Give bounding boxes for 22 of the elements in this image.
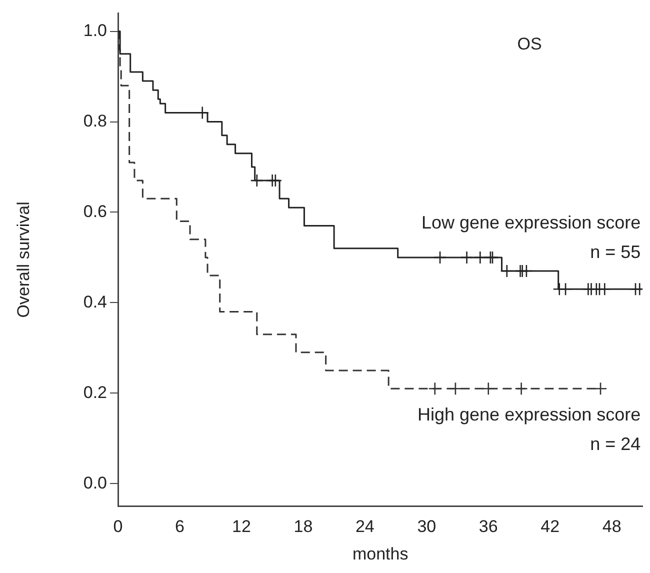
x-tick-label: 0 — [113, 517, 123, 536]
x-tick-label: 18 — [294, 517, 313, 536]
y-tick-label: 0.6 — [83, 202, 107, 221]
x-tick-label: 42 — [540, 517, 560, 536]
y-tick-label: 0.0 — [83, 473, 107, 492]
text: OS — [517, 34, 542, 54]
x-tick-label: 6 — [174, 517, 184, 536]
x-tick-label: 24 — [355, 517, 374, 536]
x-axis-title: months — [352, 544, 408, 564]
series-label: High gene expression score — [418, 404, 641, 425]
series-label: Low gene expression score — [422, 212, 641, 232]
y-tick-label: 1.0 — [83, 20, 107, 40]
y-axis-title: Overall survival — [14, 202, 33, 318]
x-tick-label: 36 — [478, 517, 498, 536]
y-tick-label: 0.4 — [83, 292, 107, 312]
y-tick-label: 0.2 — [83, 382, 107, 402]
annotation: n = 24 — [590, 434, 641, 454]
x-tick-label: 48 — [602, 517, 622, 536]
x-tick-label: 12 — [232, 517, 251, 536]
annotation: n = 55 — [590, 242, 641, 262]
y-tick-label: 0.8 — [83, 111, 107, 130]
x-tick-label: 30 — [417, 517, 436, 536]
